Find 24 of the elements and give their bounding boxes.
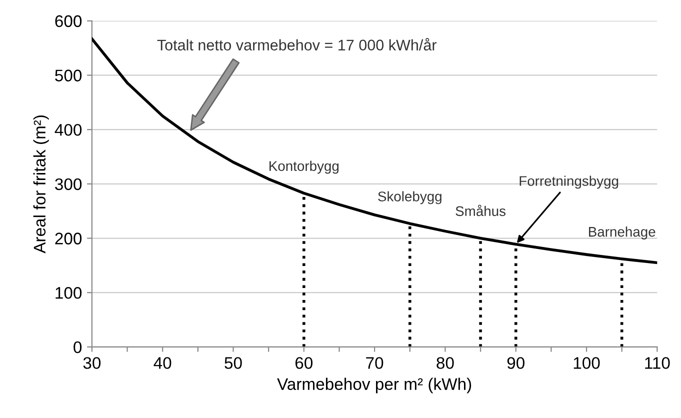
x-tick-label: 80 [436,357,454,369]
y-tick-label: 300 [55,178,82,190]
x-tick-label: 70 [366,357,384,369]
y-tick-label: 400 [54,124,82,136]
x-tick-label: 90 [507,357,524,369]
annotation: Småhus [456,204,506,216]
annotation: Forretningsbygg [520,176,618,189]
y-tick-label: 0 [74,341,82,354]
annotation: Totalt netto varmebehov = 17 000 kWh/år [157,38,437,50]
y-tick-label: 500 [55,70,82,82]
x-tick-label: 110 [645,357,670,369]
y-tick-label: 200 [55,232,82,244]
x-tick-label: 40 [154,357,172,369]
x-tick-label: 30 [83,357,101,369]
annotation: Barnehage [589,226,656,240]
x-tick-label: 60 [295,357,313,369]
annotation: Kontorbygg [270,160,339,174]
x-axis-title: Varmebehov per m² (kWh) [277,378,472,394]
x-tick-label: 100 [574,357,600,369]
y-axis-title: Areal for fritak (m²) [33,116,49,254]
y-tick-label: 100 [56,287,82,299]
annotation: Skolebygg [378,191,442,204]
x-tick-label: 50 [224,357,242,369]
y-tick-label: 600 [55,15,82,28]
